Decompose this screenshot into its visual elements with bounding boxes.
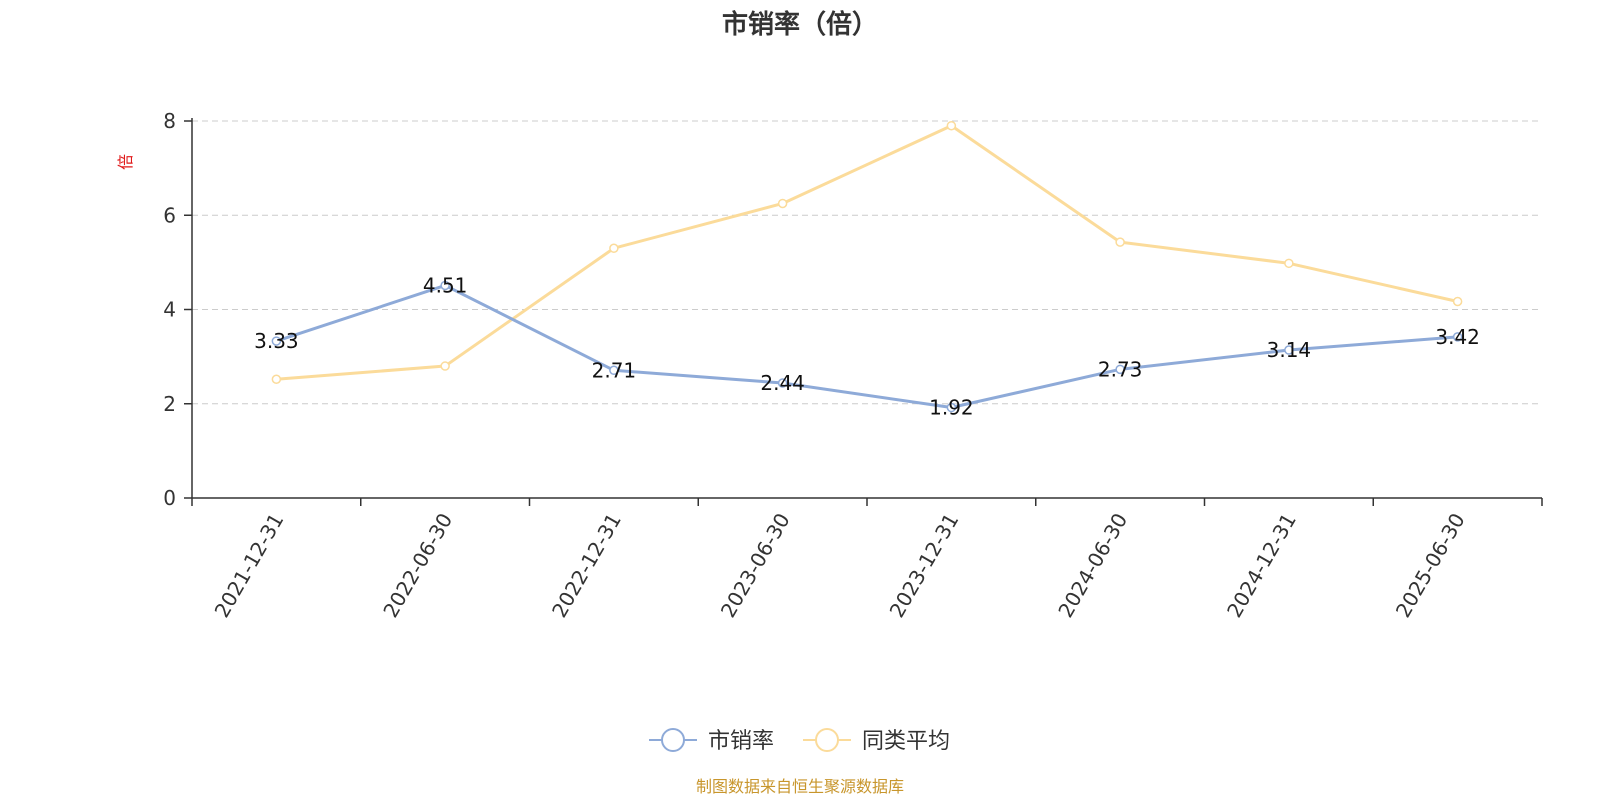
y-tick-label-2: 2 [163, 392, 176, 416]
x-tick-label-5: 2024-06-30 [1053, 509, 1132, 622]
legend-item-series-1[interactable]: 市销率 [649, 728, 774, 754]
data-label-3: 2.44 [760, 371, 805, 395]
series-1-point-2 [609, 365, 619, 376]
source-note: 制图数据来自恒生聚源数据库 [696, 777, 904, 796]
data-labels: 3.33 4.51 2.71 2.44 1.92 2.73 3.14 3.42 [254, 273, 1480, 419]
x-tick-label-6: 2024-12-31 [1222, 509, 1301, 622]
series-2-point-6 [1284, 258, 1294, 269]
y-tick-label-8: 8 [163, 109, 176, 133]
grid-lines [192, 120, 1542, 405]
x-tick-label-3: 2023-06-30 [716, 509, 795, 622]
series-1-point-5 [1115, 364, 1125, 375]
y-tick-label-4: 4 [163, 298, 176, 322]
series-1-point-6 [1284, 345, 1294, 355]
y-axis-label: 倍 [116, 154, 135, 170]
series-1-point-3 [777, 378, 788, 388]
series-line-2 [276, 124, 1458, 381]
x-tick-label-1: 2022-06-30 [378, 509, 457, 622]
legend-marker-series-2 [815, 728, 839, 752]
legend-item-series-2[interactable]: 同类平均 [803, 728, 950, 754]
series-2-point-3 [777, 198, 788, 209]
series-2-point-7 [1452, 296, 1463, 307]
legend: 市销率 同类平均 [649, 728, 950, 754]
series-2-point-5 [1115, 237, 1125, 247]
chart-title: 市销率（倍） [722, 9, 878, 40]
series-2-point-2 [609, 243, 619, 253]
series-2-point-1 [440, 361, 450, 371]
series-1-point-0 [271, 336, 282, 346]
legend-label-series-1: 市销率 [708, 729, 774, 754]
series-2-point-4 [946, 120, 957, 131]
data-label-0: 3.33 [254, 329, 299, 353]
axes: 0 2 4 6 8 2021-12-31 2022-06-30 2022-12-31 2023-… [163, 109, 1543, 622]
data-label-6: 3.14 [1267, 338, 1312, 362]
legend-label-series-2: 同类平均 [862, 729, 950, 754]
series [271, 120, 1463, 413]
series-1-point-4 [946, 402, 957, 413]
legend-marker-series-1 [661, 728, 685, 752]
y-tick-label-0: 0 [163, 486, 176, 510]
series-1-point-1 [440, 280, 450, 291]
data-label-1: 4.51 [423, 273, 468, 297]
series-line-1 [275, 283, 1458, 410]
data-label-2: 2.71 [592, 358, 637, 382]
series-2-point-0 [271, 374, 282, 384]
x-tick-label-0: 2021-12-31 [210, 509, 289, 622]
data-label-4: 1.92 [929, 396, 974, 420]
y-tick-label-6: 6 [163, 203, 176, 227]
data-label-5: 2.73 [1098, 357, 1143, 381]
x-tick-label-2: 2022-12-31 [547, 509, 626, 622]
series-1-point-7 [1452, 332, 1463, 342]
data-label-7: 3.42 [1435, 325, 1480, 349]
x-tick-label-4: 2023-12-31 [885, 509, 964, 622]
x-tick-label-7: 2025-06-30 [1391, 509, 1470, 622]
